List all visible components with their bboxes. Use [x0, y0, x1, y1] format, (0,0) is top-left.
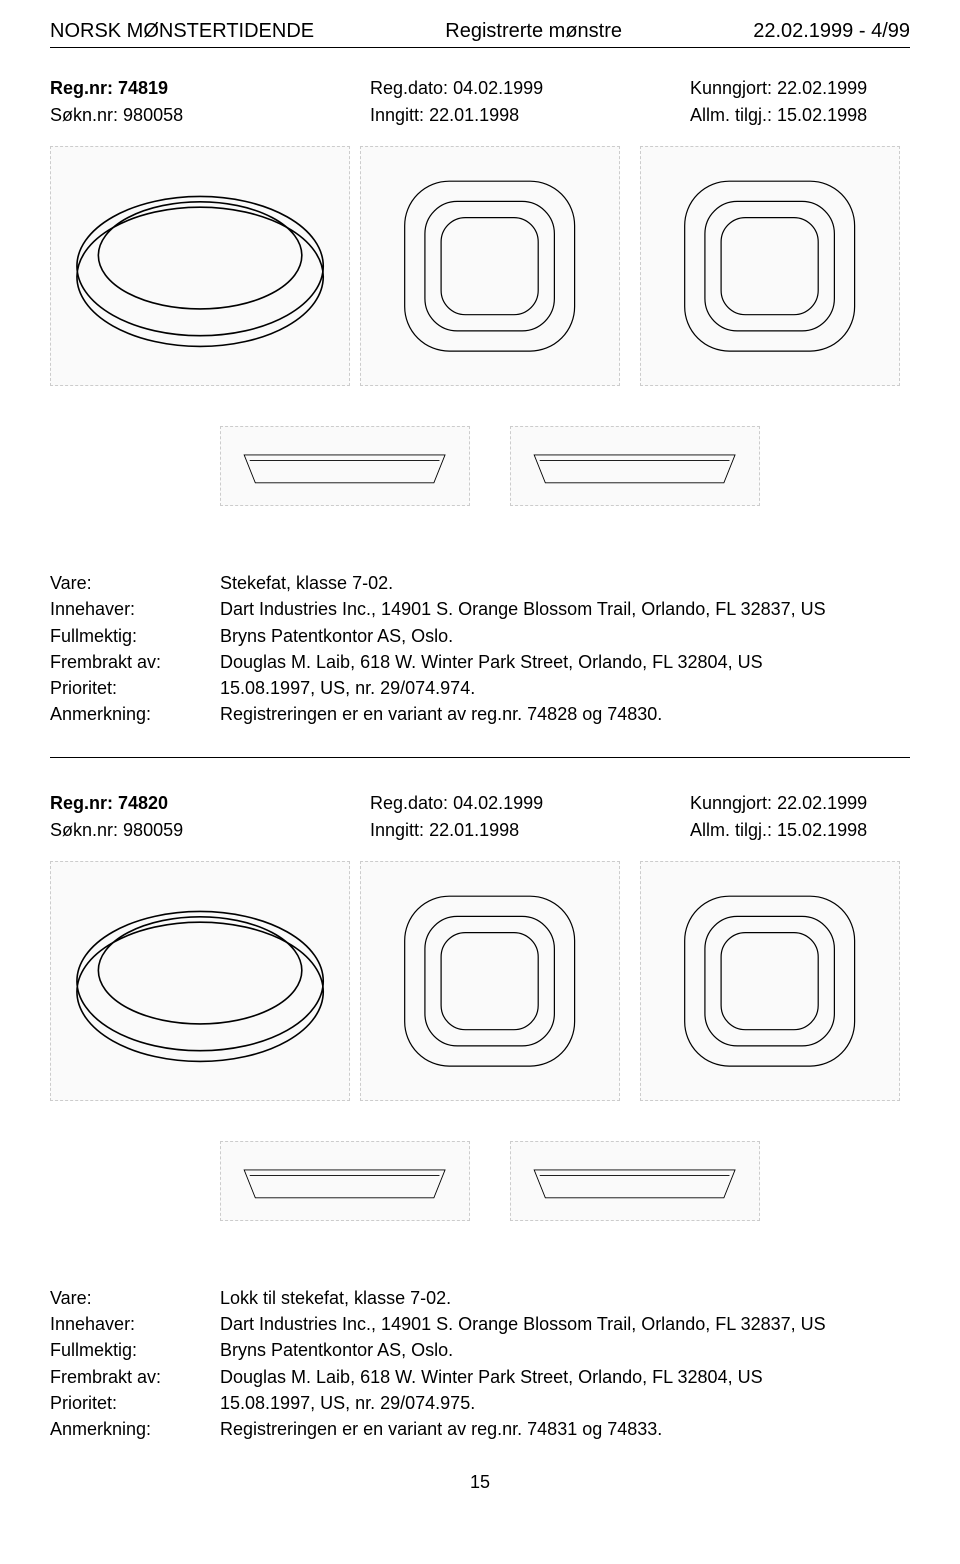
- reg-nr-label: Reg.nr:: [50, 793, 113, 813]
- detail-row: Prioritet:15.08.1997, US, nr. 29/074.974…: [50, 676, 910, 700]
- kunngjort-label: Kunngjort:: [690, 793, 772, 813]
- detail-label: Frembrakt av:: [50, 1365, 220, 1389]
- allm-label: Allm. tilgj.:: [690, 820, 772, 840]
- detail-row: Fullmektig:Bryns Patentkontor AS, Oslo.: [50, 624, 910, 648]
- detail-value: Dart Industries Inc., 14901 S. Orange Bl…: [220, 597, 910, 621]
- detail-label: Vare:: [50, 571, 220, 595]
- reg-row-1: Reg.nr: 74820 Reg.dato: 04.02.1999 Kunng…: [50, 793, 910, 814]
- sokn-nr-label: Søkn.nr:: [50, 820, 118, 840]
- allm-value: 15.02.1998: [777, 820, 867, 840]
- header-left: NORSK MØNSTERTIDENDE: [50, 20, 314, 43]
- detail-row: Vare:Stekefat, klasse 7-02.: [50, 571, 910, 595]
- kunngjort-label: Kunngjort:: [690, 78, 772, 98]
- kunngjort-value: 22.02.1999: [777, 78, 867, 98]
- detail-row: Prioritet:15.08.1997, US, nr. 29/074.975…: [50, 1391, 910, 1415]
- detail-label: Innehaver:: [50, 597, 220, 621]
- inngitt-value: 22.01.1998: [429, 105, 519, 125]
- sokn-nr-value: 980059: [123, 820, 183, 840]
- detail-value: Bryns Patentkontor AS, Oslo.: [220, 624, 910, 648]
- page-header: NORSK MØNSTERTIDENDE Registrerte mønstre…: [50, 20, 910, 48]
- header-right: 22.02.1999 - 4/99: [753, 20, 910, 43]
- reg-dato-value: 04.02.1999: [453, 78, 543, 98]
- detail-row: Anmerkning:Registreringen er en variant …: [50, 1417, 910, 1441]
- detail-value: 15.08.1997, US, nr. 29/074.975.: [220, 1391, 910, 1415]
- detail-value: Dart Industries Inc., 14901 S. Orange Bl…: [220, 1312, 910, 1336]
- detail-row: Frembrakt av:Douglas M. Laib, 618 W. Win…: [50, 650, 910, 674]
- reg-dato-label: Reg.dato:: [370, 78, 448, 98]
- detail-value: Douglas M. Laib, 618 W. Winter Park Stre…: [220, 650, 910, 674]
- inngitt-value: 22.01.1998: [429, 820, 519, 840]
- design-drawing: [510, 1141, 760, 1221]
- sokn-nr-value: 980058: [123, 105, 183, 125]
- detail-row: Anmerkning:Registreringen er en variant …: [50, 702, 910, 726]
- allm-value: 15.02.1998: [777, 105, 867, 125]
- detail-label: Anmerkning:: [50, 702, 220, 726]
- design-drawing: [510, 426, 760, 506]
- allm-label: Allm. tilgj.:: [690, 105, 772, 125]
- entry-divider: [50, 757, 910, 758]
- details-block-1: Vare:Stekefat, klasse 7-02.Innehaver:Dar…: [50, 571, 910, 727]
- entry-block: Reg.nr: 74819 Reg.dato: 04.02.1999 Kunng…: [50, 78, 910, 727]
- detail-label: Fullmektig:: [50, 624, 220, 648]
- detail-row: Frembrakt av:Douglas M. Laib, 618 W. Win…: [50, 1365, 910, 1389]
- reg-row-2: Søkn.nr: 980059 Inngitt: 22.01.1998 Allm…: [50, 820, 910, 841]
- reg-dato-label: Reg.dato:: [370, 793, 448, 813]
- design-drawing: [640, 861, 900, 1101]
- figures-area-1: [50, 146, 910, 541]
- detail-value: Lokk til stekefat, klasse 7-02.: [220, 1286, 910, 1310]
- detail-value: Stekefat, klasse 7-02.: [220, 571, 910, 595]
- reg-row-1: Reg.nr: 74819 Reg.dato: 04.02.1999 Kunng…: [50, 78, 910, 99]
- reg-row-2: Søkn.nr: 980058 Inngitt: 22.01.1998 Allm…: [50, 105, 910, 126]
- entry-block: Reg.nr: 74820 Reg.dato: 04.02.1999 Kunng…: [50, 793, 910, 1442]
- design-drawing: [50, 146, 350, 386]
- detail-row: Innehaver:Dart Industries Inc., 14901 S.…: [50, 1312, 910, 1336]
- detail-label: Frembrakt av:: [50, 650, 220, 674]
- figures-area-2: [50, 861, 910, 1256]
- design-drawing: [220, 426, 470, 506]
- inngitt-label: Inngitt:: [370, 105, 424, 125]
- kunngjort-value: 22.02.1999: [777, 793, 867, 813]
- detail-row: Vare:Lokk til stekefat, klasse 7-02.: [50, 1286, 910, 1310]
- detail-label: Anmerkning:: [50, 1417, 220, 1441]
- detail-label: Fullmektig:: [50, 1338, 220, 1362]
- detail-value: 15.08.1997, US, nr. 29/074.974.: [220, 676, 910, 700]
- design-drawing: [50, 861, 350, 1101]
- detail-row: Fullmektig:Bryns Patentkontor AS, Oslo.: [50, 1338, 910, 1362]
- detail-value: Douglas M. Laib, 618 W. Winter Park Stre…: [220, 1365, 910, 1389]
- design-drawing: [360, 146, 620, 386]
- reg-nr-label: Reg.nr:: [50, 78, 113, 98]
- design-drawing: [220, 1141, 470, 1221]
- detail-label: Prioritet:: [50, 676, 220, 700]
- detail-row: Innehaver:Dart Industries Inc., 14901 S.…: [50, 597, 910, 621]
- reg-nr-value: 74820: [118, 793, 168, 813]
- sokn-nr-label: Søkn.nr:: [50, 105, 118, 125]
- reg-dato-value: 04.02.1999: [453, 793, 543, 813]
- details-block-2: Vare:Lokk til stekefat, klasse 7-02.Inne…: [50, 1286, 910, 1442]
- detail-label: Prioritet:: [50, 1391, 220, 1415]
- detail-value: Registreringen er en variant av reg.nr. …: [220, 702, 910, 726]
- header-center: Registrerte mønstre: [445, 20, 622, 43]
- detail-label: Vare:: [50, 1286, 220, 1310]
- design-drawing: [640, 146, 900, 386]
- inngitt-label: Inngitt:: [370, 820, 424, 840]
- detail-value: Registreringen er en variant av reg.nr. …: [220, 1417, 910, 1441]
- reg-nr-value: 74819: [118, 78, 168, 98]
- detail-value: Bryns Patentkontor AS, Oslo.: [220, 1338, 910, 1362]
- detail-label: Innehaver:: [50, 1312, 220, 1336]
- page-number: 15: [50, 1472, 910, 1493]
- design-drawing: [360, 861, 620, 1101]
